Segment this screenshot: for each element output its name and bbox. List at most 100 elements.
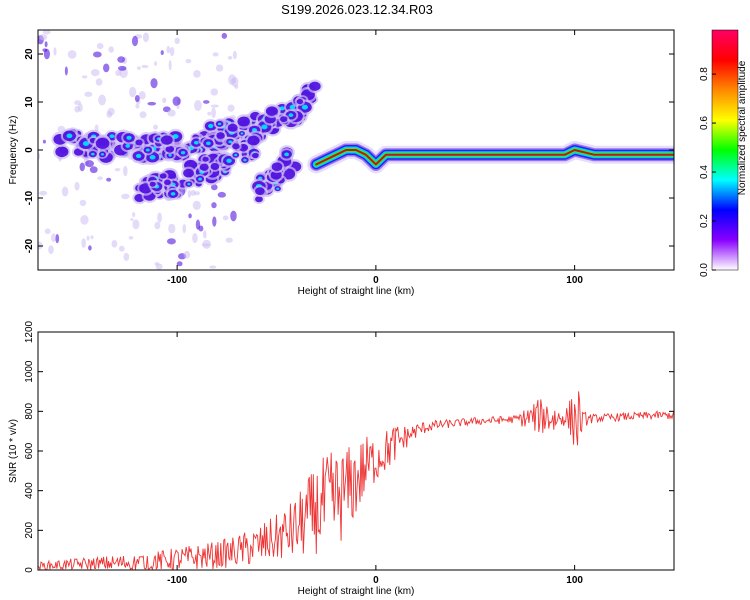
band-blob bbox=[216, 132, 225, 139]
snr-series-line bbox=[38, 391, 674, 570]
noise-speck bbox=[202, 239, 211, 249]
band-blob-core bbox=[276, 187, 280, 190]
noise-speck bbox=[215, 64, 224, 72]
x-tick-label: 100 bbox=[566, 575, 583, 586]
band-blob-core bbox=[234, 153, 238, 157]
band-blob-core bbox=[261, 124, 268, 130]
noise-speck bbox=[166, 45, 171, 54]
noise-speck bbox=[130, 217, 134, 222]
x-axis-label: Height of straight line (km) bbox=[298, 286, 415, 297]
noise-speck bbox=[89, 166, 98, 174]
band-blob-core bbox=[206, 141, 211, 146]
noise-speck bbox=[167, 109, 176, 117]
noise-speck bbox=[39, 34, 48, 41]
noise-speck bbox=[38, 152, 41, 160]
noise-speck bbox=[114, 168, 121, 172]
band-blob-core bbox=[149, 154, 156, 160]
noise-speck bbox=[90, 235, 94, 240]
noise-speck bbox=[135, 103, 140, 109]
noise-speck bbox=[185, 59, 192, 64]
noise-speck bbox=[42, 30, 51, 35]
figure-title: S199.2026.023.12.34.R03 bbox=[281, 2, 433, 17]
noise-speck bbox=[169, 46, 175, 57]
band-blob bbox=[227, 123, 238, 132]
noise-speck bbox=[61, 186, 69, 197]
noise-speck bbox=[103, 63, 110, 73]
band-blob-core bbox=[187, 182, 191, 186]
x-tick-label: -100 bbox=[167, 575, 187, 586]
noise-speck bbox=[150, 78, 158, 89]
band-blob bbox=[95, 137, 110, 149]
noise-speck bbox=[95, 78, 103, 86]
band-blob-core bbox=[289, 104, 296, 110]
y-axis-label: Frequency (Hz) bbox=[8, 116, 19, 185]
band-blob-core bbox=[82, 141, 90, 147]
noise-speck bbox=[188, 213, 192, 219]
noise-speck bbox=[51, 233, 56, 242]
noise-speck bbox=[86, 235, 90, 241]
colorbar-label: Normalized spectral amplitude bbox=[737, 60, 748, 195]
band-blob-core bbox=[109, 134, 115, 139]
band-blob bbox=[309, 81, 321, 91]
x-tick-label: 0 bbox=[373, 575, 379, 586]
noise-speck bbox=[64, 66, 68, 76]
noise-speck bbox=[44, 228, 51, 235]
band-blob-core bbox=[126, 135, 132, 140]
noise-speck bbox=[230, 78, 236, 84]
band-blob-core bbox=[288, 113, 294, 118]
noise-speck bbox=[209, 265, 217, 269]
noise-speck bbox=[154, 61, 158, 67]
noise-speck bbox=[74, 100, 82, 106]
band-blob bbox=[202, 156, 209, 162]
noise-speck bbox=[166, 238, 176, 245]
band-blob bbox=[55, 146, 69, 158]
noise-speck bbox=[81, 75, 88, 79]
noise-speck bbox=[84, 91, 93, 97]
noise-speck bbox=[88, 245, 92, 251]
band-blob bbox=[199, 163, 209, 171]
colorbar-gradient bbox=[711, 29, 739, 271]
noise-speck bbox=[182, 223, 187, 234]
band-blob bbox=[296, 98, 304, 105]
band-blob bbox=[135, 139, 143, 146]
noise-speck bbox=[187, 189, 192, 198]
x-tick-label: 100 bbox=[566, 275, 583, 286]
colorbar: 0.0 0.2 0.4 0.6 0.8 Normalized spectral ampli… bbox=[699, 29, 748, 277]
noise-speck bbox=[53, 47, 57, 56]
noise-speck bbox=[202, 230, 207, 239]
band-blob-core bbox=[240, 132, 244, 135]
noise-speck bbox=[207, 111, 212, 116]
noise-speck bbox=[90, 69, 100, 77]
noise-speck bbox=[81, 238, 87, 249]
noise-speck bbox=[153, 124, 158, 130]
noise-speck bbox=[211, 184, 218, 191]
colorbar-tick-label: 0.0 bbox=[699, 263, 710, 277]
noise-speck bbox=[111, 240, 118, 248]
band-blob-core bbox=[170, 192, 176, 196]
x-tick-label: -100 bbox=[167, 275, 187, 286]
noise-speck bbox=[174, 37, 180, 45]
band-blob-core bbox=[125, 144, 131, 148]
y-tick-label: 0 bbox=[24, 567, 35, 573]
band-blob-core bbox=[301, 104, 308, 110]
band-blob-core bbox=[180, 150, 186, 155]
noise-speck bbox=[227, 55, 233, 60]
noise-speck bbox=[108, 46, 114, 53]
noise-speck bbox=[121, 193, 130, 200]
noise-speck bbox=[147, 101, 157, 106]
x-tick-label: 0 bbox=[373, 275, 379, 286]
noise-speck bbox=[42, 48, 48, 52]
noise-speck bbox=[117, 56, 125, 63]
band-blob bbox=[164, 179, 171, 186]
colorbar-tick-label: 0.6 bbox=[699, 116, 710, 130]
band-blob bbox=[280, 116, 288, 123]
noise-speck bbox=[210, 104, 219, 108]
band-blob-core bbox=[284, 152, 289, 157]
band-blob-core bbox=[228, 140, 233, 144]
band-blob bbox=[270, 170, 282, 180]
band-blob bbox=[73, 148, 84, 156]
noise-speck bbox=[225, 237, 233, 243]
noise-speck bbox=[232, 50, 237, 60]
band-blob-core bbox=[100, 153, 105, 156]
